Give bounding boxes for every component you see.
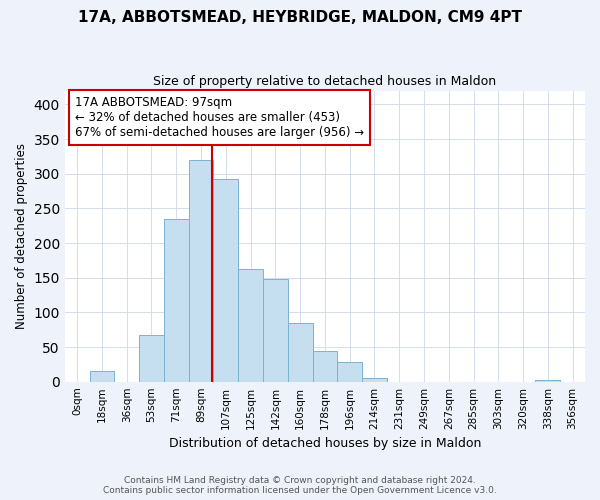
Bar bbox=[362, 378, 387, 382]
Bar bbox=[214, 180, 238, 382]
Bar bbox=[337, 362, 362, 382]
X-axis label: Distribution of detached houses by size in Maldon: Distribution of detached houses by size … bbox=[169, 437, 481, 450]
Text: 17A, ABBOTSMEAD, HEYBRIDGE, MALDON, CM9 4PT: 17A, ABBOTSMEAD, HEYBRIDGE, MALDON, CM9 … bbox=[78, 10, 522, 25]
Bar bbox=[238, 268, 263, 382]
Text: 17A ABBOTSMEAD: 97sqm
← 32% of detached houses are smaller (453)
67% of semi-det: 17A ABBOTSMEAD: 97sqm ← 32% of detached … bbox=[75, 96, 364, 140]
Bar bbox=[535, 380, 560, 382]
Bar bbox=[188, 160, 214, 382]
Bar bbox=[139, 334, 164, 382]
Y-axis label: Number of detached properties: Number of detached properties bbox=[15, 143, 28, 329]
Bar bbox=[164, 219, 188, 382]
Bar bbox=[313, 351, 337, 382]
Text: Contains HM Land Registry data © Crown copyright and database right 2024.
Contai: Contains HM Land Registry data © Crown c… bbox=[103, 476, 497, 495]
Bar bbox=[288, 323, 313, 382]
Bar bbox=[89, 372, 115, 382]
Title: Size of property relative to detached houses in Maldon: Size of property relative to detached ho… bbox=[154, 75, 496, 88]
Bar bbox=[263, 279, 288, 382]
